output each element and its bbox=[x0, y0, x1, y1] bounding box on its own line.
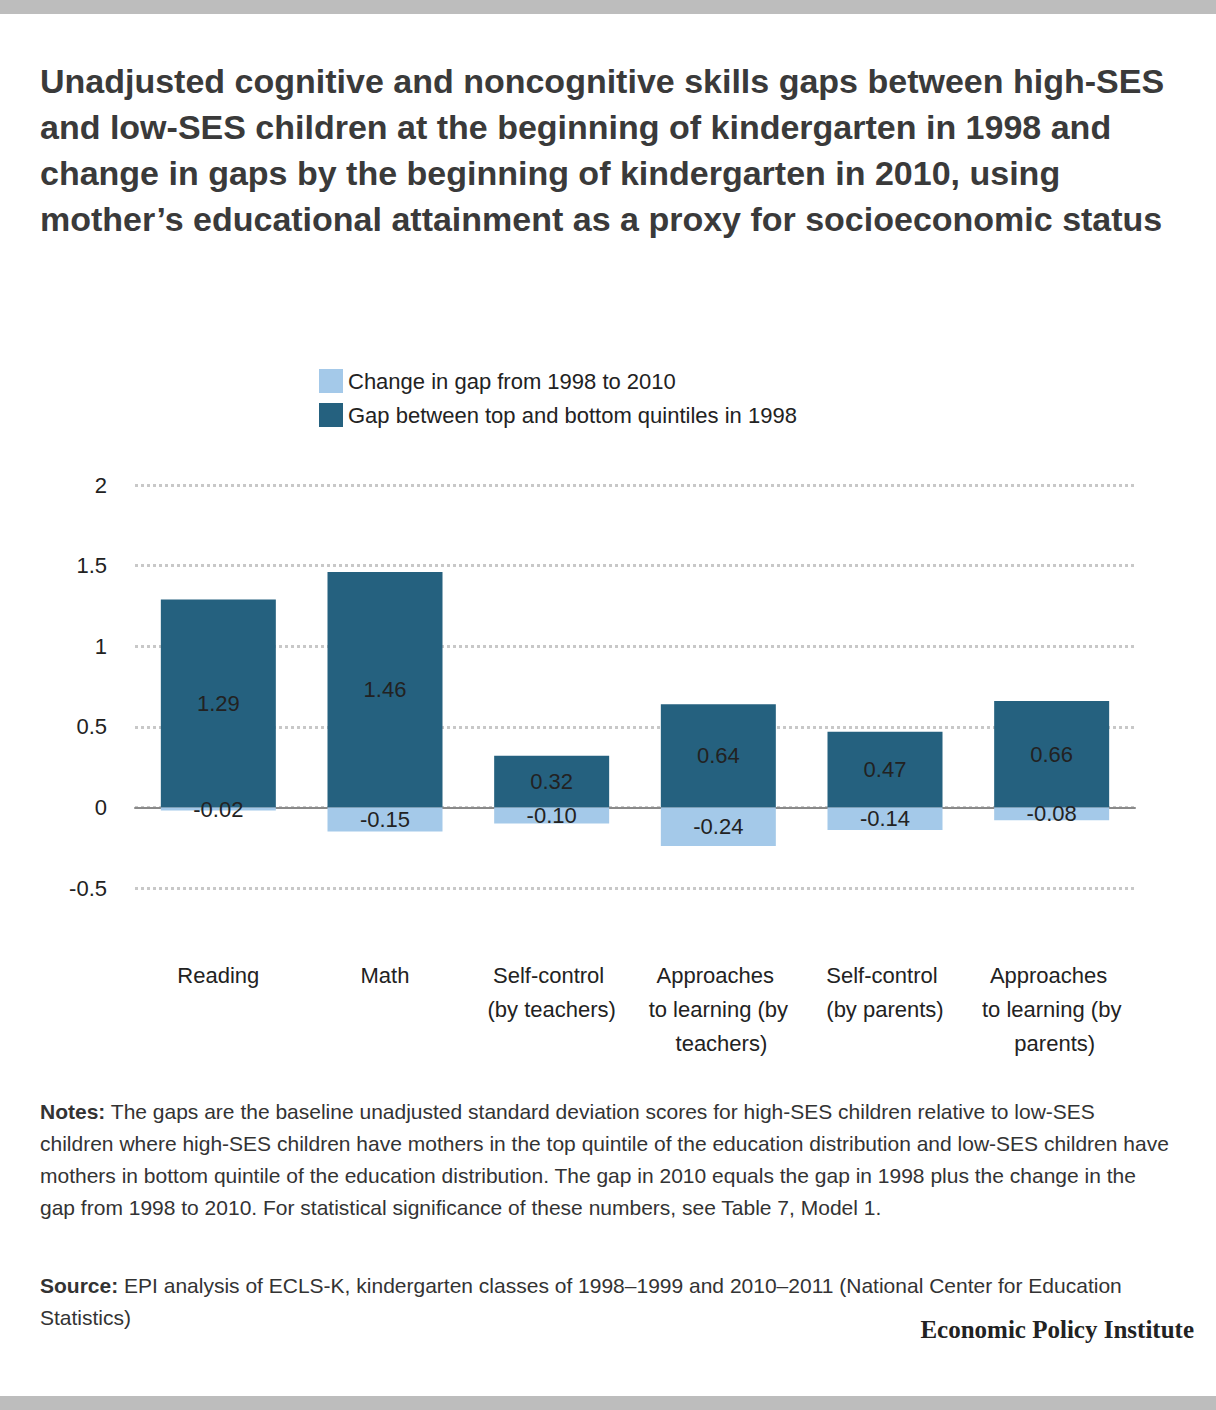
svg-text:to learning (by: to learning (by bbox=[982, 997, 1121, 1022]
svg-text:Reading: Reading bbox=[177, 963, 259, 988]
svg-text:-0.14: -0.14 bbox=[860, 806, 910, 831]
svg-text:parents): parents) bbox=[1008, 1031, 1095, 1056]
svg-text:Gap between top and bottom qui: Gap between top and bottom quintiles in … bbox=[348, 403, 797, 428]
svg-text:Self-control: Self-control bbox=[493, 963, 610, 988]
svg-text:0.47: 0.47 bbox=[864, 757, 907, 782]
svg-text:1.29: 1.29 bbox=[197, 691, 240, 716]
svg-text:-0.10: -0.10 bbox=[527, 803, 577, 828]
html-text:Economic Policy Institute: Economic Policy Institute bbox=[920, 1316, 1194, 1343]
svg-text:to learning (by: to learning (by bbox=[649, 997, 788, 1022]
svg-text:1.46: 1.46 bbox=[364, 677, 407, 702]
svg-text:Math: Math bbox=[361, 963, 410, 988]
svg-text:Approaches: Approaches bbox=[990, 963, 1114, 988]
svg-text:0.32: 0.32 bbox=[530, 769, 573, 794]
svg-text:-0.08: -0.08 bbox=[1027, 801, 1077, 826]
svg-text:2: 2 bbox=[95, 473, 107, 498]
svg-text:1.5: 1.5 bbox=[76, 553, 107, 578]
html-text:Unadjusted cognitive and nonco: Unadjusted cognitive and noncognitive sk… bbox=[40, 62, 1165, 238]
svg-text:Self-control: Self-control bbox=[826, 963, 943, 988]
svg-text:1: 1 bbox=[95, 634, 107, 659]
svg-text:-0.02: -0.02 bbox=[193, 797, 243, 822]
svg-text:0: 0 bbox=[95, 795, 107, 820]
svg-text:Approaches: Approaches bbox=[657, 963, 781, 988]
svg-text:teachers): teachers) bbox=[669, 1031, 767, 1056]
svg-text:(by teachers): (by teachers) bbox=[487, 997, 615, 1022]
svg-text:(by parents): (by parents) bbox=[826, 997, 943, 1022]
svg-text:-0.24: -0.24 bbox=[693, 814, 743, 839]
html-text:Notes: The gaps are the baseli: Notes: The gaps are the baseline unadjus… bbox=[40, 1100, 1169, 1219]
svg-text:-0.15: -0.15 bbox=[360, 807, 410, 832]
svg-text:0.5: 0.5 bbox=[76, 714, 107, 739]
svg-text:0.66: 0.66 bbox=[1030, 742, 1073, 767]
svg-text:0.64: 0.64 bbox=[697, 743, 740, 768]
html-text:Source: EPI analysis of ECLS-K: Source: EPI analysis of ECLS-K, kinderga… bbox=[40, 1274, 1122, 1329]
svg-text:-0.5: -0.5 bbox=[69, 876, 107, 901]
svg-text:Change in gap from 1998 to 201: Change in gap from 1998 to 2010 bbox=[348, 369, 676, 394]
